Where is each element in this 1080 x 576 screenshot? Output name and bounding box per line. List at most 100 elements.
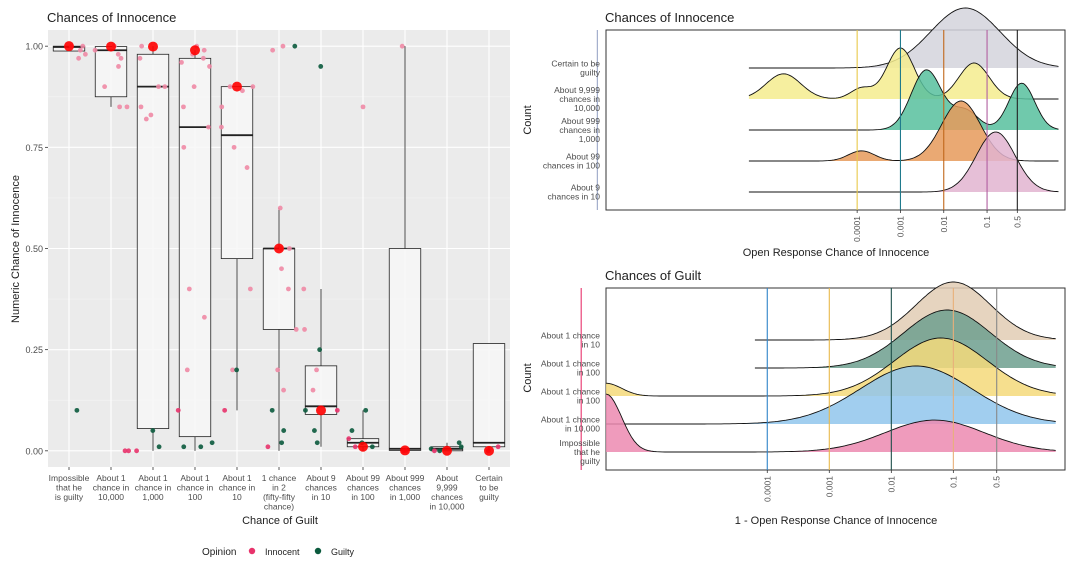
innocent-point [277, 205, 283, 211]
legend-innocent-label: Innocent [265, 547, 300, 557]
x-tick-label: 1 chance in 2 (fifty-fifty chance) [262, 473, 297, 512]
innocent-point [179, 59, 184, 65]
innocent-point [293, 327, 299, 332]
innocent-point [230, 367, 235, 373]
ridge-y-label-line: in 100 [577, 396, 600, 406]
x-tick-label-line: to be [480, 483, 499, 493]
x-tick-label-line: 1 chance [262, 473, 297, 483]
ridge-y-label: Impossible that he guilty [559, 438, 600, 466]
innocent-point [244, 165, 250, 170]
x-tick-label: 0.0001 [852, 216, 862, 242]
innocent-point [181, 104, 186, 110]
innocent-point [360, 104, 366, 110]
ridge-y-label-line: guilty [580, 456, 601, 466]
innocent-point [156, 84, 161, 90]
innocent-point [231, 144, 237, 150]
innocent-point [270, 47, 276, 53]
innocent-point [191, 84, 197, 90]
x-tick-label: About 1 chance in 10 [219, 473, 256, 502]
guilty-point [181, 444, 187, 450]
ridgeline-guilt-chart: Chances of Guilt 0.0001 0.001 0.01 0.1 0.5 A… [522, 268, 1066, 527]
ridgeline-innocence-y-axis-label: Count [522, 105, 534, 134]
innocent-point [139, 43, 145, 49]
guilty-point [209, 440, 215, 446]
mean-marker [64, 41, 74, 52]
y-tick-label: 0.00 [25, 446, 43, 456]
innocent-point [115, 51, 121, 57]
legend-title: Opinion [202, 547, 236, 558]
guilty-point [234, 367, 240, 373]
x-tick-label-line: in 2 [272, 483, 286, 493]
mean-marker [358, 441, 368, 452]
ridge-y-label-line: About 1 chance [541, 330, 600, 340]
box-iqr [178, 57, 212, 438]
y-tick-label: 1.00 [25, 42, 43, 52]
ridge-y-label-line: chances in [559, 94, 600, 104]
ridge-line [605, 393, 1056, 453]
ridge-y-label-line: in 100 [577, 368, 600, 378]
guilty-point [281, 428, 287, 433]
x-tick-label: 0.1 [982, 216, 992, 228]
x-tick-label: Impossible that he is guilty [49, 473, 90, 502]
ridge-y-label: About 9,999 chances in 10,000 [554, 85, 600, 113]
ridge-y-label: About 1 chance in 100 [541, 386, 600, 405]
x-tick-label-line: 100 [188, 492, 202, 502]
ridge-y-label-line: chances in [559, 125, 600, 135]
ridgeline-innocence-x-axis-label: Open Response Chance of Innocence [743, 247, 930, 259]
innocent-point [222, 407, 228, 413]
ridge-y-label-line: chances in 10 [548, 192, 601, 202]
innocent-point [286, 286, 291, 292]
innocent-point [148, 112, 154, 118]
legend-innocent-swatch [248, 547, 256, 555]
innocent-point [122, 448, 128, 454]
ridge-line [748, 47, 1059, 100]
innocent-point [275, 367, 281, 373]
x-tick-label-line: About 1 [180, 473, 210, 483]
ridge-line [748, 131, 1059, 193]
guilty-point [458, 444, 464, 450]
x-tick-label: 0.01 [886, 476, 896, 493]
x-tick-label-line: in 10,000 [430, 502, 465, 512]
x-tick-label-line: chance in [93, 483, 130, 493]
innocent-point [219, 104, 225, 110]
x-tick-label-line: 10,000 [98, 492, 124, 502]
guilty-point [156, 444, 162, 450]
innocent-point [431, 448, 437, 454]
innocent-point [399, 43, 405, 49]
legend-guilty-label: Guilty [331, 547, 355, 557]
innocent-point [301, 286, 307, 292]
x-tick-label-line: chances [305, 483, 337, 493]
guilty-point [292, 43, 298, 49]
ridgeline-innocence-chart: Chances of Innocence 0.0001 0.001 0.01 0.1 0… [522, 7, 1066, 259]
x-tick-label-line: is guilty [55, 492, 84, 502]
innocent-point [201, 314, 207, 320]
ridge-y-label-line: guilty [580, 68, 601, 78]
innocent-point [201, 47, 207, 53]
ridgeline-innocence-series [596, 7, 1059, 210]
x-tick-label-line: 9,999 [436, 483, 458, 493]
innocent-point [207, 64, 212, 69]
guilty-point [437, 448, 443, 454]
x-tick-label-line: About [436, 473, 459, 483]
innocent-point [117, 104, 123, 110]
ridge-y-label-line: 1,000 [579, 134, 601, 144]
ridge-y-label-line: About 99 [566, 151, 600, 161]
ridge-y-label-line: About 1 chance [541, 358, 600, 368]
mean-marker [442, 445, 452, 456]
ridge-line [606, 365, 1056, 425]
x-tick-label-line: in 100 [351, 492, 374, 502]
ridge-fill [748, 8, 1059, 68]
x-tick-label-line: Impossible [49, 473, 90, 483]
ridge-y-label-line: About 9 [571, 182, 601, 192]
x-tick-label-line: chance) [264, 502, 294, 512]
innocent-point [77, 47, 83, 53]
innocent-point [102, 84, 108, 90]
x-tick-label: About 1 chance in 100 [177, 473, 214, 502]
ridge-fill [748, 69, 1059, 130]
innocent-point [124, 104, 130, 110]
ridgeline-innocence-x-ticks: 0.0001 0.001 0.01 0.1 0.5 [852, 210, 1022, 242]
ridge-y-label-line: About 999 [561, 116, 600, 126]
x-tick-label-line: guilty [479, 492, 500, 502]
guilty-point [74, 407, 80, 413]
